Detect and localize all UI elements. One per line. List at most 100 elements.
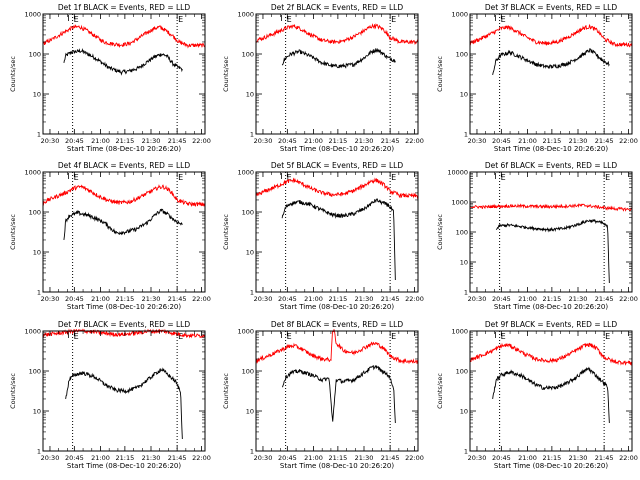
event-marker-label: E	[501, 15, 506, 24]
panel-title: Det 7f BLACK = Events, RED = LLD	[58, 320, 191, 329]
event-marker-label: E	[391, 332, 396, 341]
panel-1: Det 1f BLACK = Events, RED = LLD E E 1 10 100…	[9, 3, 211, 153]
y-tick-label: 1000	[237, 328, 254, 336]
panel-title: Det 8f BLACK = Events, RED = LLD	[271, 320, 404, 329]
y-axis-label: Counts/sec	[436, 373, 444, 409]
x-tick-label: 21:15	[543, 137, 562, 145]
y-tick-label: 1000	[451, 11, 468, 19]
event-marker-label: E	[501, 332, 506, 341]
event-marker-label: E	[605, 173, 610, 182]
y-tick-label: 100	[29, 209, 41, 217]
plot-frame	[469, 13, 633, 135]
panel-title: Det 6f BLACK = Events, RED = LLD	[485, 161, 618, 170]
x-tick-label: 20:30	[254, 137, 273, 145]
panel-title: Det 9f BLACK = Events, RED = LLD	[485, 320, 618, 329]
x-tick-label: 20:30	[41, 295, 60, 303]
x-tick-label: 20:45	[492, 454, 511, 462]
x-tick-label: 22:00	[619, 137, 638, 145]
x-tick-label: 22:00	[405, 295, 424, 303]
x-tick-label: 21:15	[116, 454, 135, 462]
x-tick-label: 20:45	[492, 295, 511, 303]
x-tick-label: 21:30	[569, 137, 588, 145]
lld-series-line	[469, 203, 633, 212]
event-marker-label: E	[501, 173, 506, 182]
x-axis-label: Start Time (08-Dec-10 20:26:20)	[280, 145, 394, 153]
x-tick-label: 21:30	[569, 454, 588, 462]
x-tick-label: 22:00	[192, 137, 211, 145]
x-axis-label: Start Time (08-Dec-10 20:26:20)	[494, 145, 608, 153]
events-series-line	[282, 364, 396, 424]
x-tick-label: 22:00	[619, 454, 638, 462]
x-tick-label: 21:00	[91, 137, 110, 145]
plot-frame	[42, 171, 206, 293]
panel-5: Det 5f BLACK = Events, RED = LLD E E 1 10 100…	[222, 161, 424, 311]
x-tick-label: 20:30	[468, 295, 487, 303]
y-tick-label: 10	[460, 91, 468, 99]
x-tick-label: 20:30	[254, 295, 273, 303]
y-tick-label: 1	[37, 131, 41, 139]
x-tick-label: 22:00	[405, 137, 424, 145]
plot-frame	[469, 330, 633, 452]
y-tick-label: 10	[33, 249, 41, 257]
y-axis-label: Counts/sec	[436, 214, 444, 250]
y-tick-label: 1000	[237, 169, 254, 177]
panel-title: Det 2f BLACK = Events, RED = LLD	[271, 3, 404, 12]
x-tick-label: 21:45	[168, 137, 187, 145]
x-tick-label: 22:00	[619, 295, 638, 303]
x-tick-label: 20:45	[65, 454, 84, 462]
events-series-line	[492, 48, 610, 76]
y-tick-label: 10	[246, 91, 254, 99]
y-axis-label: Counts/sec	[9, 373, 17, 409]
x-tick-label: 20:45	[65, 137, 84, 145]
x-tick-label: 20:45	[65, 295, 84, 303]
event-marker-label: E	[178, 15, 183, 24]
event-marker-label: E	[178, 173, 183, 182]
x-axis-label: Start Time (08-Dec-10 20:26:20)	[67, 462, 181, 470]
panel-title: Det 5f BLACK = Events, RED = LLD	[271, 161, 404, 170]
x-tick-label: 21:00	[518, 137, 537, 145]
event-marker-label: E	[605, 332, 610, 341]
x-tick-label: 21:30	[355, 137, 374, 145]
lld-series-line	[255, 23, 419, 46]
panel-9: Det 9f BLACK = Events, RED = LLD E E 1 10 100…	[436, 320, 638, 470]
plot-frame	[42, 13, 206, 135]
panel-7: Det 7f BLACK = Events, RED = LLD E E 1 10 100…	[9, 320, 211, 470]
x-axis-label: Start Time (08-Dec-10 20:26:20)	[494, 462, 608, 470]
x-tick-label: 20:45	[492, 137, 511, 145]
plot-frame	[255, 13, 419, 135]
y-tick-label: 10000	[447, 169, 468, 177]
panel-4: Det 4f BLACK = Events, RED = LLD E E 1 10 100…	[9, 161, 211, 311]
events-series-line	[281, 198, 396, 280]
x-tick-label: 21:30	[142, 137, 161, 145]
event-marker-label: E	[74, 15, 79, 24]
y-tick-label: 100	[29, 368, 41, 376]
x-tick-label: 22:00	[405, 454, 424, 462]
y-tick-label: 1	[464, 448, 468, 456]
y-axis-label: Counts/sec	[436, 56, 444, 92]
x-axis-label: Start Time (08-Dec-10 20:26:20)	[67, 145, 181, 153]
y-tick-label: 1000	[237, 11, 254, 19]
y-tick-label: 1	[37, 289, 41, 297]
y-tick-label: 1	[250, 448, 254, 456]
x-axis-label: Start Time (08-Dec-10 20:26:20)	[67, 303, 181, 311]
y-tick-label: 10	[33, 408, 41, 416]
event-marker-label: E	[605, 15, 610, 24]
panel-8: Det 8f BLACK = Events, RED = LLD E E 1 10 100…	[222, 320, 424, 470]
x-tick-label: 21:00	[518, 295, 537, 303]
x-tick-label: 21:45	[381, 454, 400, 462]
y-tick-label: 10	[246, 249, 254, 257]
y-tick-label: 1000	[24, 169, 41, 177]
plot-frame	[255, 171, 419, 293]
panel-title: Det 4f BLACK = Events, RED = LLD	[58, 161, 191, 170]
lld-series-line	[469, 23, 633, 48]
y-axis-label: Counts/sec	[222, 373, 230, 409]
y-tick-label: 1	[37, 448, 41, 456]
x-tick-label: 21:45	[595, 137, 614, 145]
lld-series-line	[255, 329, 419, 365]
event-marker-label: E	[391, 173, 396, 182]
x-tick-label: 21:00	[91, 454, 110, 462]
x-tick-label: 22:00	[192, 454, 211, 462]
x-tick-label: 21:15	[329, 137, 348, 145]
y-tick-label: 100	[242, 209, 254, 217]
